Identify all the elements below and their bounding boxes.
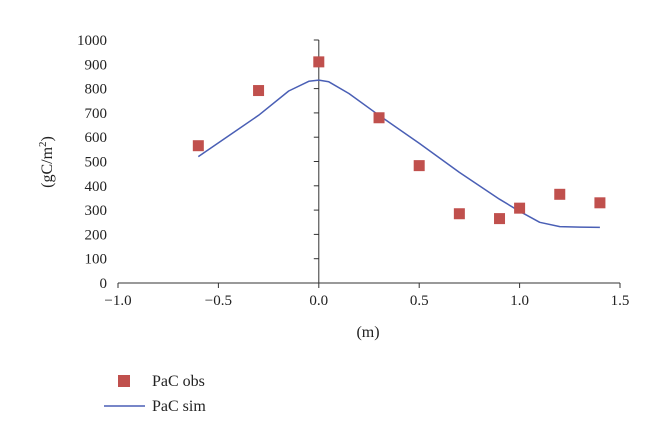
legend-marker-obs (118, 375, 130, 387)
axes (118, 40, 620, 284)
x-tick-label: 0.0 (309, 293, 328, 309)
pac-obs-point (594, 197, 606, 209)
pac-obs-point (313, 56, 325, 68)
y-axis-ticks: 0 100 200 300 400 500 600 700 800 900 1000 (77, 33, 319, 292)
pac-obs-point (554, 188, 566, 200)
pac-obs-point (413, 160, 425, 172)
y-tick-label: 300 (85, 203, 108, 219)
x-tick-label: −0.5 (205, 293, 232, 309)
y-tick-label: 200 (85, 227, 108, 243)
y-tick-label: 400 (85, 179, 108, 195)
pac-obs-point (192, 140, 204, 152)
series-pac-sim (197, 79, 600, 229)
x-tick-label: 1.0 (510, 293, 529, 309)
pac-sim-line (197, 79, 600, 229)
y-tick-label: 100 (85, 252, 108, 268)
x-tick-label: −1.0 (104, 293, 131, 309)
y-tick-label: 600 (85, 130, 108, 146)
y-tick-label: 500 (85, 155, 108, 171)
y-axis-label-end: ) (39, 136, 56, 141)
x-axis-label: (m) (356, 324, 379, 341)
y-tick-label: 0 (100, 276, 108, 292)
legend-label-obs: PaC obs (152, 373, 205, 390)
x-axis-ticks: −1.0 −0.5 0.0 0.5 1.0 1.5 (104, 283, 629, 309)
x-tick-label: 1.5 (611, 293, 630, 309)
pac-obs-point (514, 202, 526, 214)
y-tick-label: 1000 (77, 33, 107, 49)
pac-obs-point (453, 208, 465, 220)
legend: PaC obs PaC sim (104, 373, 206, 415)
x-tick-label: 0.5 (410, 293, 429, 309)
legend-label-sim: PaC sim (152, 398, 206, 415)
y-tick-label: 700 (85, 106, 108, 122)
pac-obs-point (373, 112, 385, 124)
pac-obs-point (494, 213, 506, 225)
pac-obs-point (253, 85, 265, 97)
y-axis-label-superscript: 2 (37, 141, 49, 147)
y-axis-label-base: (gC/m (39, 146, 56, 187)
y-tick-label: 800 (85, 82, 108, 98)
series-pac-obs (192, 56, 606, 225)
y-tick-label: 900 (85, 57, 108, 73)
y-axis-label: (gC/m2) (37, 136, 56, 188)
